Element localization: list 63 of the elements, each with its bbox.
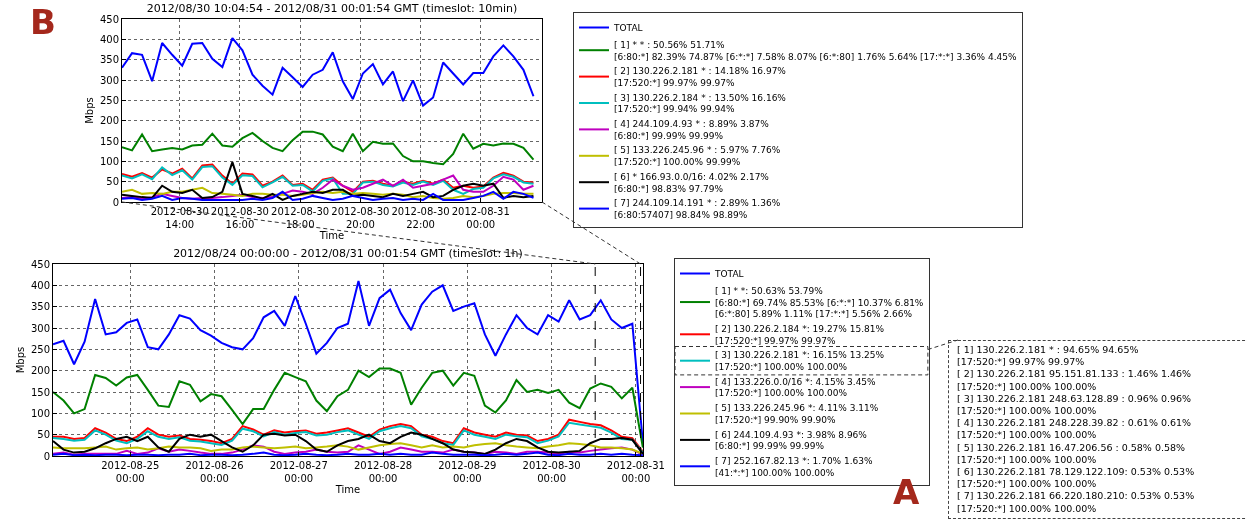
chart-title: 2012/08/24 00:00:00 - 2012/08/31 00:01:54 GMT (timeslot: 1h) <box>173 246 523 260</box>
x-tick-label: 2012-08-31 00:00 <box>606 460 665 484</box>
line-series <box>122 186 535 200</box>
legend-label: TOTAL <box>714 269 744 280</box>
y-tick-label: 0 <box>43 450 50 462</box>
line-series <box>122 174 535 200</box>
line-series <box>122 37 535 107</box>
x-tick-label: 2012-08-28 00:00 <box>353 460 413 484</box>
x-tick-label: 2012-08-31 00:00 <box>451 206 510 230</box>
legend-label: [ 3] 130.226.2.184 * : 13.50% 16.16% [17:520:*] 99.94% 99.94% <box>614 92 787 115</box>
legend-label: [ 1] * * : 50.56% 51.71% [6:80:*] 82.39% 74.87% [6:*:*] 7.58% 8.07% [6:*:80] 1.76% 5.64% [17:*:*] 3.36% 4.45% <box>614 39 1017 62</box>
callout-box: [ 1] 130.226.2.181 * : 94.65% 94.65% [17:520:*] 99.97% 99.97% [ 2] 130.226.2.181 95.151.81.133 : 1.46% 1.46% [17:520:*] 100.00% 100.00% [ 3] 130.226.2.181 248.63.128.89 : 0.96% 0.96% [17:520:*] 100.00% 100.00% [ 4] 130.226.2.181 248.228.39.82 : 0.61% 0.61% [17:520:*] 100.00% 100.00% [ 5] 130.226.2.181 16.47.206.56 : 0.58% 0.58% [17:520:*] 100.00% 100.00% [ 6] 130.226.2.181 78.129.122.109: 0.53% 0.53% [17:520:*] 100.00% 100.00% [ 7] 130.226.2.181 66.220.180.210: 0.53% 0.53% [17:520:*] 100.00% 100.00% <box>948 340 1246 519</box>
y-tick-label: 0 <box>112 196 119 208</box>
y-axis-title: Mbps <box>14 346 26 374</box>
y-tick-label: 150 <box>30 386 50 398</box>
y-tick-label: 50 <box>106 176 119 188</box>
legend-label: TOTAL <box>613 23 643 34</box>
y-tick-label: 200 <box>30 365 50 377</box>
x-axis-title: Time <box>334 484 361 495</box>
x-tick-label: 2012-08-30 14:00 <box>150 206 209 230</box>
x-tick-label: 2012-08-27 00:00 <box>269 460 328 484</box>
y-tick-label: 100 <box>30 407 50 419</box>
y-tick-label: 350 <box>99 54 119 66</box>
x-tick-label: 2012-08-30 16:00 <box>210 206 269 230</box>
line-series <box>122 130 535 166</box>
text: [ 6] 244.109.4.93 *: 3.98% 8.96% [6:80:*] 99.99% 99.99% <box>715 429 867 452</box>
text: [ 5] 133.226.245.96 *: 4.11% 3.11% [17:520:*] 99.90% 99.90% <box>715 403 879 425</box>
y-tick-label: 450 <box>30 258 50 270</box>
y-tick-label: 50 <box>37 429 50 441</box>
legend-label: [ 4] 244.109.4.93 * : 8.89% 3.87% [6:80:*] 99.99% 99.99% <box>614 119 770 141</box>
legend-label: [ 2] 130.226.2.181 * : 14.18% 16.97% [17:520:*] 99.97% 99.97% <box>614 66 787 88</box>
x-tick-label: 2012-08-30 18:00 <box>271 206 330 230</box>
y-tick-label: 100 <box>99 155 119 167</box>
x-tick-label: 2012-08-30 20:00 <box>331 206 390 230</box>
legend-label: [ 6] * 166.93.0.0/16: 4.02% 2.17% [6:80:*] 98.83% 97.79% <box>614 171 770 194</box>
y-tick-label: 300 <box>99 74 119 86</box>
x-axis-title: Time <box>318 230 345 241</box>
x-tick-label: 2012-08-29 00:00 <box>438 460 497 484</box>
y-axis-title: Mbps <box>83 97 95 124</box>
x-tick-label: 2012-08-30 22:00 <box>391 206 450 230</box>
line-series <box>122 190 535 201</box>
chart-title: 2012/08/30 10:04:54 - 2012/08/31 00:01:54 GMT (timeslot: 10min) <box>146 1 518 15</box>
y-tick-label: 450 <box>99 13 119 25</box>
y-tick-label: 400 <box>99 33 119 45</box>
text: [ 2] 130.226.2.184 *: 19.27% 15.81% [17:520:*] 99.97% 99.97% <box>715 323 885 346</box>
y-tick-label: 250 <box>30 343 50 355</box>
y-tick-label: 300 <box>30 322 50 334</box>
y-tick-label: 200 <box>99 115 119 127</box>
y-tick-label: 250 <box>99 94 119 106</box>
x-tick-label: 2012-08-26 00:00 <box>185 460 244 484</box>
x-tick-label: 2012-08-25 00:00 <box>101 460 160 484</box>
legend-label: [ 5] 133.226.245.96 * : 5.97% 7.76% [17:520:*] 100.00% 99.99% <box>614 145 781 168</box>
text: [ 4] 133.226.0.0/16 *: 4.15% 3.45% [17:520:*] 100.00% 100.00% <box>715 376 876 399</box>
line-series <box>53 367 643 449</box>
y-tick-label: 400 <box>30 279 50 291</box>
x-tick-label: 2012-08-30 00:00 <box>522 460 581 484</box>
text: [ 1] * *: 50.63% 53.79% [6:80:*] 69.74% 85.53% [6:*:*] 10.37% 6.81% [6:*:80] 5.89% 1.11% [17:*:*] 5.56% 2.66% <box>715 285 924 320</box>
y-tick-label: 350 <box>30 301 50 313</box>
text: [ 7] 252.167.82.13 *: 1.70% 1.63% [41:*:*] 100.00% 100.00% <box>715 455 873 478</box>
y-tick-label: 150 <box>99 135 119 147</box>
legend-label: [ 7] 244.109.14.191 * : 2.89% 1.36% [6:80:57407] 98.84% 98.89% <box>614 198 781 220</box>
text: B <box>30 2 56 42</box>
text: [ 3] 130.226.2.181 *: 16.15% 13.25% [17:520:*] 100.00% 100.00% <box>715 350 885 373</box>
